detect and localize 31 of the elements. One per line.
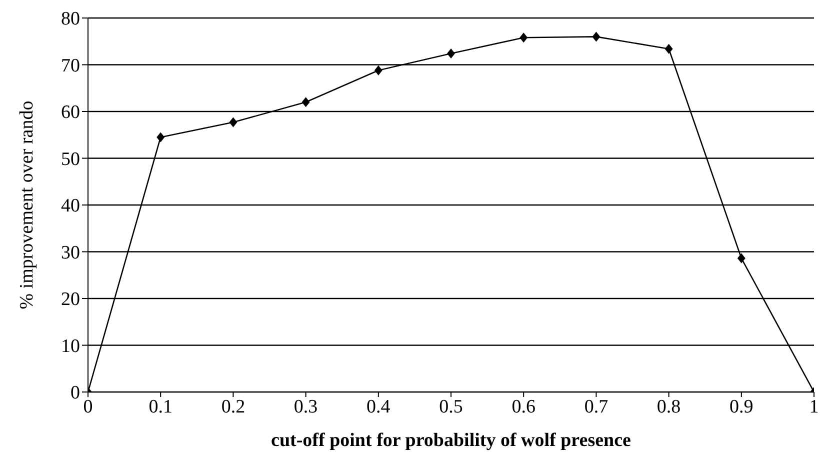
point xyxy=(229,117,238,128)
x-tick-label: 0.2 xyxy=(221,396,246,418)
x-tick-label: 0 xyxy=(83,396,93,418)
x-tick-label: 0.4 xyxy=(366,396,391,418)
point xyxy=(374,65,382,76)
point xyxy=(737,253,746,264)
y-tick-label: 60 xyxy=(61,102,80,124)
y-tick-label: 0 xyxy=(70,382,80,404)
y-tick-label: 40 xyxy=(61,196,80,217)
point xyxy=(447,48,455,59)
y-tick-label: 20 xyxy=(61,289,80,310)
y-tick-label: 80 xyxy=(61,8,80,30)
point xyxy=(156,132,165,142)
point xyxy=(592,32,600,42)
x-tick-label: 0.1 xyxy=(148,396,172,418)
point xyxy=(664,44,673,54)
y-tick-label: 30 xyxy=(61,242,80,264)
x-tick-label: 1 xyxy=(809,396,819,418)
point xyxy=(520,32,528,43)
y-axis-title: % improvement over rando xyxy=(16,100,38,310)
x-tick-label: 0.5 xyxy=(439,396,463,418)
x-tick-label: 0.8 xyxy=(656,396,681,418)
x-axis-title: cut-off point for probability of wolf presence xyxy=(271,430,631,451)
x-tick-label: 0.7 xyxy=(584,396,608,418)
x-tick-label: 0.6 xyxy=(512,396,536,418)
x-tick-label: 0.9 xyxy=(730,396,754,418)
point xyxy=(302,97,310,108)
y-tick-label: 70 xyxy=(61,55,80,76)
y-tick-label: 50 xyxy=(61,148,80,170)
x-tick-label: 0.3 xyxy=(294,396,318,418)
y-tick-label: 10 xyxy=(61,336,80,357)
